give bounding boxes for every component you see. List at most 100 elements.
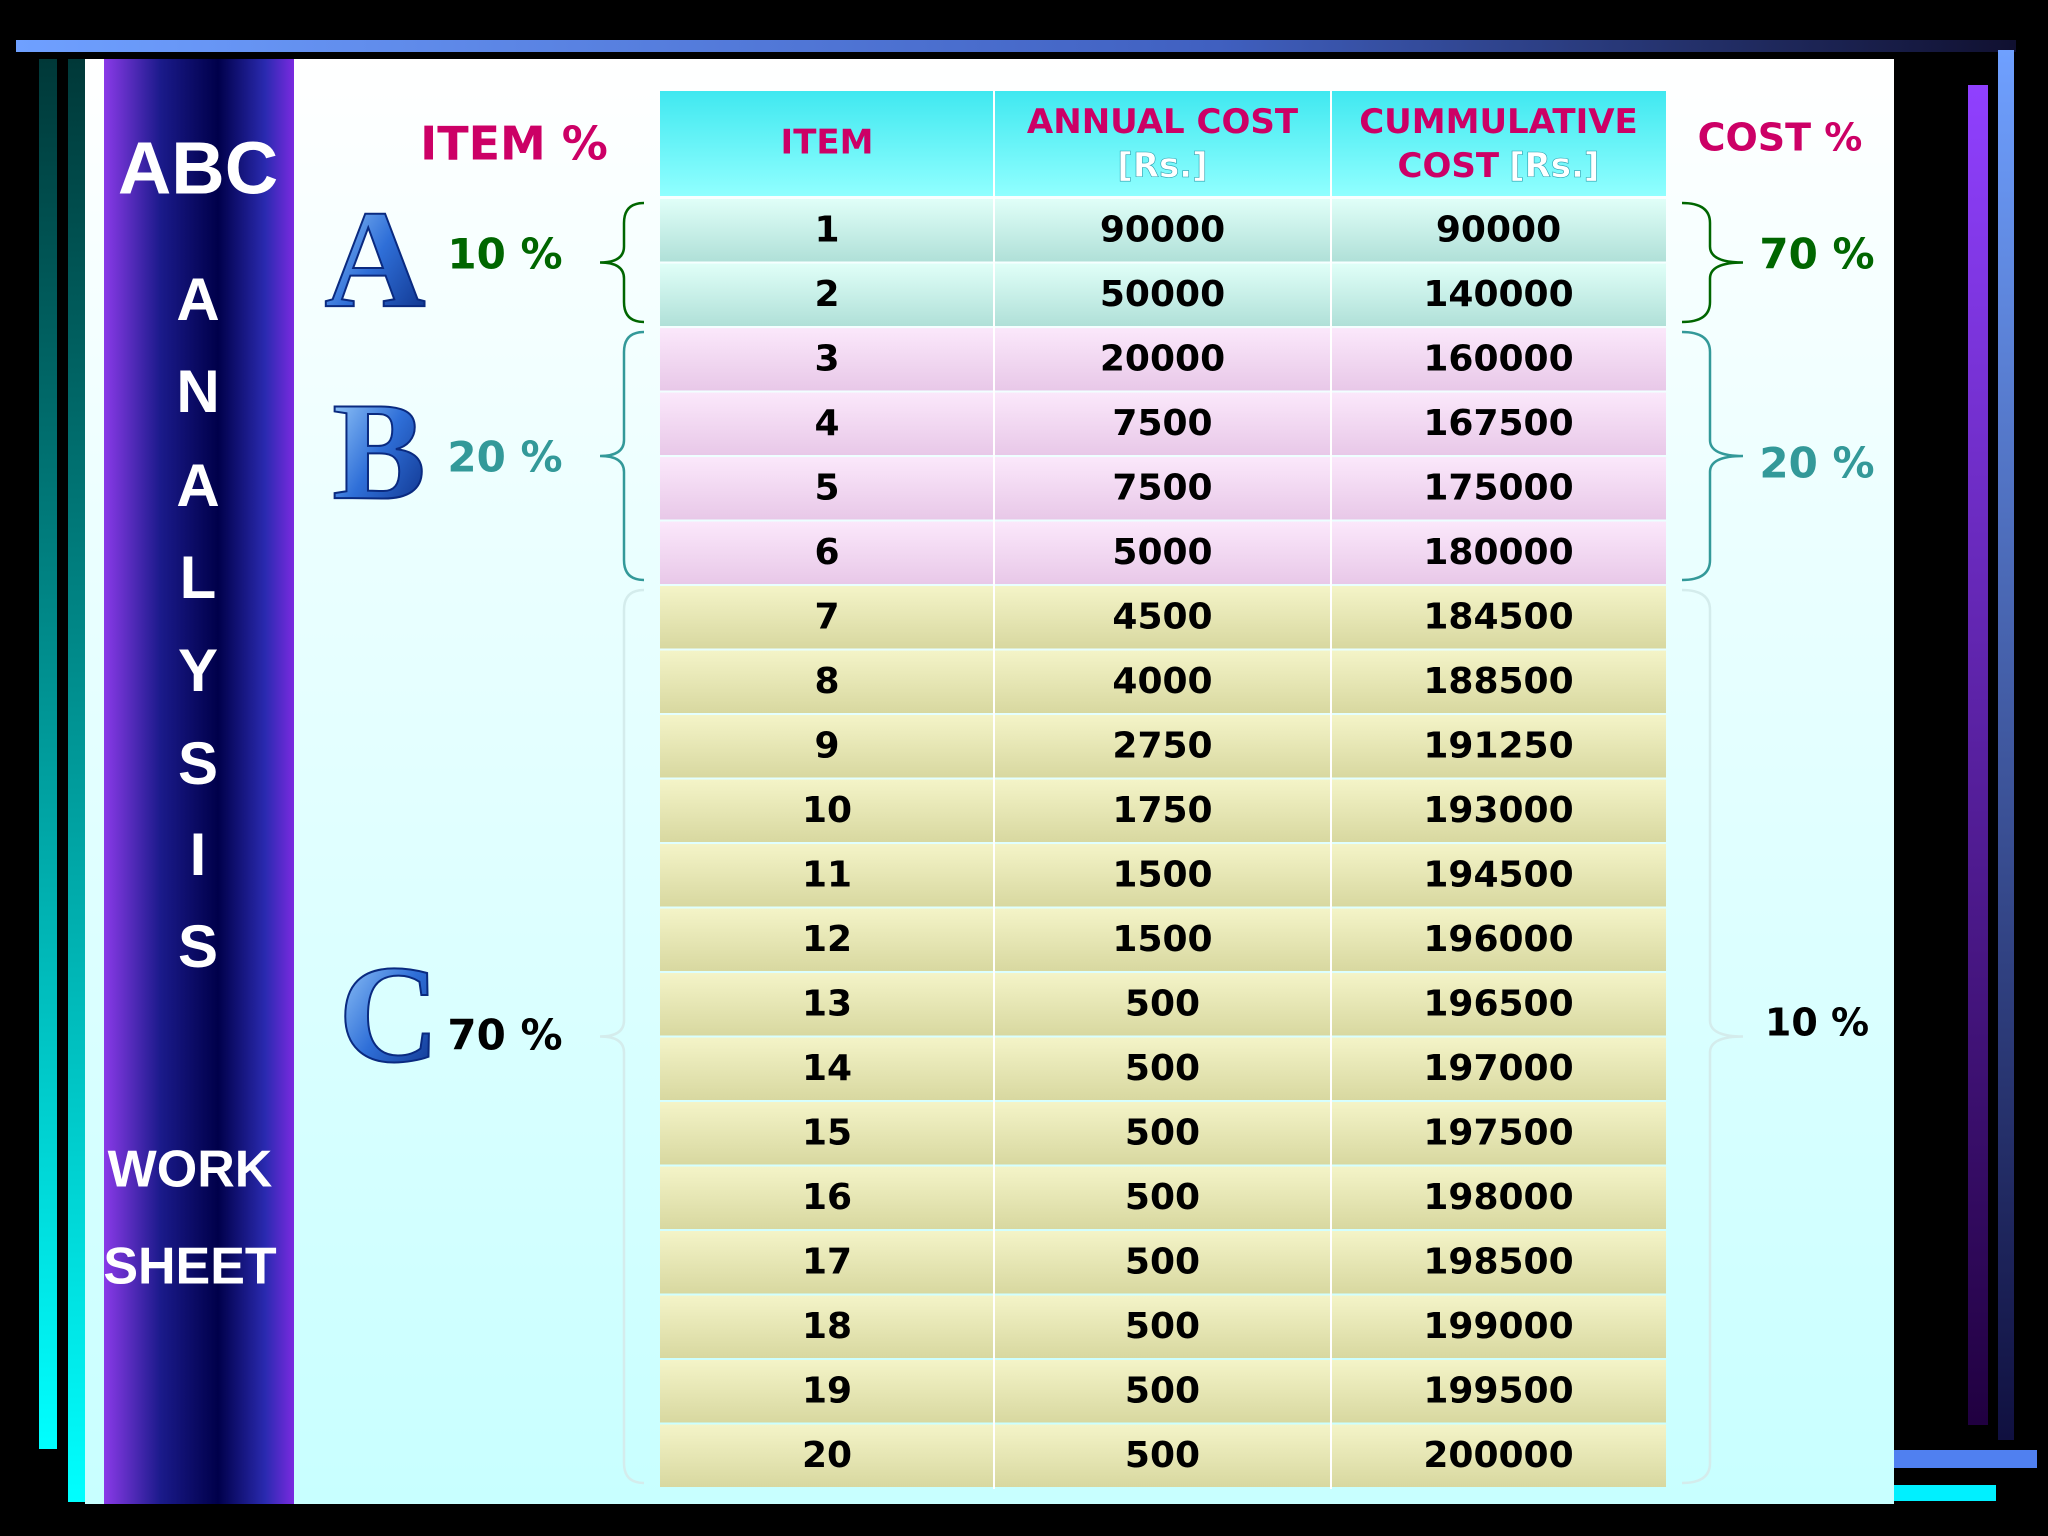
sidebar-letter: I bbox=[190, 821, 207, 888]
table-cell: 50000 bbox=[1100, 274, 1225, 315]
table-cell: 5000 bbox=[1112, 532, 1212, 573]
table-cell: 19 bbox=[802, 1370, 852, 1411]
table-row bbox=[660, 1295, 1666, 1358]
table-cell: 15 bbox=[802, 1112, 852, 1153]
table-cell: 200000 bbox=[1423, 1435, 1573, 1476]
deco-bar bbox=[68, 59, 85, 1502]
cost-pct: 20 % bbox=[1759, 439, 1874, 488]
table-cell: 7500 bbox=[1112, 467, 1212, 508]
table-cell: 194500 bbox=[1423, 854, 1573, 895]
table-row bbox=[660, 586, 1666, 649]
table-row bbox=[660, 1166, 1666, 1229]
table-cell: 11 bbox=[802, 854, 852, 895]
table-cell: 8 bbox=[814, 661, 839, 702]
table-cell: 199500 bbox=[1423, 1370, 1573, 1411]
table-row bbox=[660, 779, 1666, 842]
table-cell: 188500 bbox=[1423, 661, 1573, 702]
table-cell: 140000 bbox=[1423, 274, 1573, 315]
table-cell: 4000 bbox=[1112, 661, 1212, 702]
class-letter: C bbox=[338, 937, 439, 1092]
table-cell: 199000 bbox=[1423, 1306, 1573, 1347]
table-header: CUMMULATIVE bbox=[1359, 102, 1638, 142]
table-cell: 1750 bbox=[1112, 790, 1212, 831]
table-row bbox=[660, 1037, 1666, 1100]
table-cell: 500 bbox=[1125, 1370, 1200, 1411]
table-cell: 13 bbox=[802, 983, 852, 1024]
table-cell: 90000 bbox=[1436, 209, 1561, 250]
table-cell: 5 bbox=[814, 467, 839, 508]
class-letter: B bbox=[332, 374, 425, 529]
table-header: COST [Rs.] bbox=[1398, 146, 1600, 186]
table-header-bg bbox=[660, 91, 1666, 196]
table-cell: 1500 bbox=[1112, 919, 1212, 960]
table-cell: 197000 bbox=[1423, 1048, 1573, 1089]
brace bbox=[599, 330, 645, 582]
table-cell: 18 bbox=[802, 1306, 852, 1347]
brace bbox=[1681, 330, 1744, 582]
brace bbox=[599, 588, 645, 1485]
table-cell: 500 bbox=[1125, 1306, 1200, 1347]
deco-bar bbox=[1968, 85, 1988, 1425]
sidebar-letter: N bbox=[176, 358, 219, 425]
table-cell: 198500 bbox=[1423, 1241, 1573, 1282]
table-row bbox=[660, 1102, 1666, 1165]
header-part: ANNUAL COST bbox=[1027, 102, 1299, 142]
header-part: CUMMULATIVE bbox=[1359, 102, 1638, 142]
table-cell: 1 bbox=[814, 209, 839, 250]
table-cell: 167500 bbox=[1423, 403, 1573, 444]
deco-bar bbox=[1998, 50, 2014, 1440]
table-row bbox=[660, 1360, 1666, 1423]
table-cell: 184500 bbox=[1423, 596, 1573, 637]
sidebar-letter: S bbox=[178, 913, 218, 980]
table-cell: 2 bbox=[814, 274, 839, 315]
table-row bbox=[660, 328, 1666, 391]
table-header: ITEM bbox=[781, 122, 874, 162]
item-pct-header: ITEM % bbox=[420, 117, 608, 171]
cost-pct: 70 % bbox=[1759, 230, 1874, 279]
table-header: [Rs.] bbox=[1117, 146, 1207, 186]
cost-pct: 10 % bbox=[1765, 1001, 1869, 1045]
item-pct: 70 % bbox=[447, 1011, 562, 1060]
table-row bbox=[660, 715, 1666, 778]
table-cell: 500 bbox=[1125, 1177, 1200, 1218]
sidebar-letter: Y bbox=[178, 637, 218, 704]
table-cell: 3 bbox=[814, 338, 839, 379]
table-cell: 180000 bbox=[1423, 532, 1573, 573]
item-pct: 10 % bbox=[447, 230, 562, 279]
class-letter: A bbox=[324, 182, 425, 337]
table-cell: 500 bbox=[1125, 983, 1200, 1024]
table-cell: 191250 bbox=[1423, 725, 1573, 766]
table-cell: 90000 bbox=[1100, 209, 1225, 250]
table-row bbox=[660, 908, 1666, 971]
sidebar-letter: L bbox=[180, 544, 217, 611]
table-row bbox=[660, 650, 1666, 713]
table-cell: 12 bbox=[802, 919, 852, 960]
table-row bbox=[660, 521, 1666, 584]
table-cell: 17 bbox=[802, 1241, 852, 1282]
table-cell: 20000 bbox=[1100, 338, 1225, 379]
item-pct: 20 % bbox=[447, 433, 562, 482]
table-cell: 1500 bbox=[1112, 854, 1212, 895]
header-part: [Rs.] bbox=[1117, 146, 1207, 186]
table-row bbox=[660, 199, 1666, 262]
table-cell: 7 bbox=[814, 596, 839, 637]
sidebar-letter: A bbox=[176, 266, 219, 333]
table-cell: 10 bbox=[802, 790, 852, 831]
header-part: [Rs.] bbox=[1509, 146, 1599, 186]
brace bbox=[1681, 201, 1744, 324]
table-row bbox=[660, 1424, 1666, 1487]
table-cell: 4500 bbox=[1112, 596, 1212, 637]
table-cell: 160000 bbox=[1423, 338, 1573, 379]
table-row bbox=[660, 263, 1666, 326]
table-cell: 9 bbox=[814, 725, 839, 766]
table-cell: 193000 bbox=[1423, 790, 1573, 831]
sidebar-letter: A bbox=[176, 452, 219, 519]
sidebar-footer: SHEET bbox=[103, 1238, 277, 1296]
table-row bbox=[660, 457, 1666, 520]
deco-bar bbox=[16, 40, 2016, 52]
sidebar-footer: WORK bbox=[108, 1141, 273, 1199]
table-cell: 197500 bbox=[1423, 1112, 1573, 1153]
